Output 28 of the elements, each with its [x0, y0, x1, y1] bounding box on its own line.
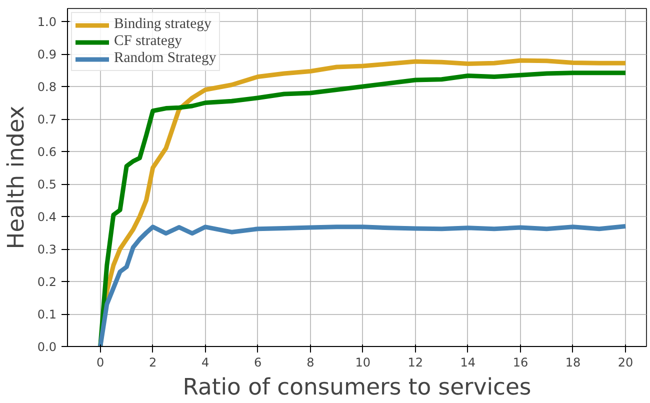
- y-tick-label: 0.5: [37, 178, 57, 192]
- y-tick-label: 0.7: [37, 112, 57, 126]
- y-axis-title: Health index: [3, 106, 30, 250]
- y-tick-label: 1.0: [37, 15, 57, 29]
- x-tick-label: 2: [149, 356, 157, 370]
- y-tick-label: 0.3: [37, 242, 57, 256]
- legend-label: Binding strategy: [114, 16, 212, 33]
- y-tick-label: 0.4: [37, 210, 57, 224]
- x-tick-label: 0: [96, 356, 104, 370]
- x-tick-label: 20: [618, 356, 634, 370]
- x-tick-label: 8: [306, 356, 314, 370]
- y-tick-label: 0.8: [37, 80, 57, 94]
- x-tick-label: 18: [565, 356, 581, 370]
- line-series: [98, 224, 628, 346]
- x-tick-label: 4: [202, 356, 210, 370]
- x-tick-label: 16: [512, 356, 528, 370]
- legend-label: CF strategy: [114, 33, 182, 50]
- y-tick-label: 0.2: [37, 275, 57, 289]
- x-tick-label: 14: [460, 356, 476, 370]
- x-tick-label: 10: [355, 356, 371, 370]
- legend-label: Random Strategy: [114, 50, 216, 67]
- y-tick-label: 0.0: [37, 340, 57, 354]
- x-tick-label: 12: [408, 356, 424, 370]
- y-tick-label: 0.6: [37, 145, 57, 159]
- x-tick-label: 6: [254, 356, 262, 370]
- y-tick-label: 0.1: [37, 308, 57, 322]
- x-axis-title: Ratio of consumers to services: [182, 374, 532, 400]
- y-tick-label: 0.9: [37, 48, 57, 62]
